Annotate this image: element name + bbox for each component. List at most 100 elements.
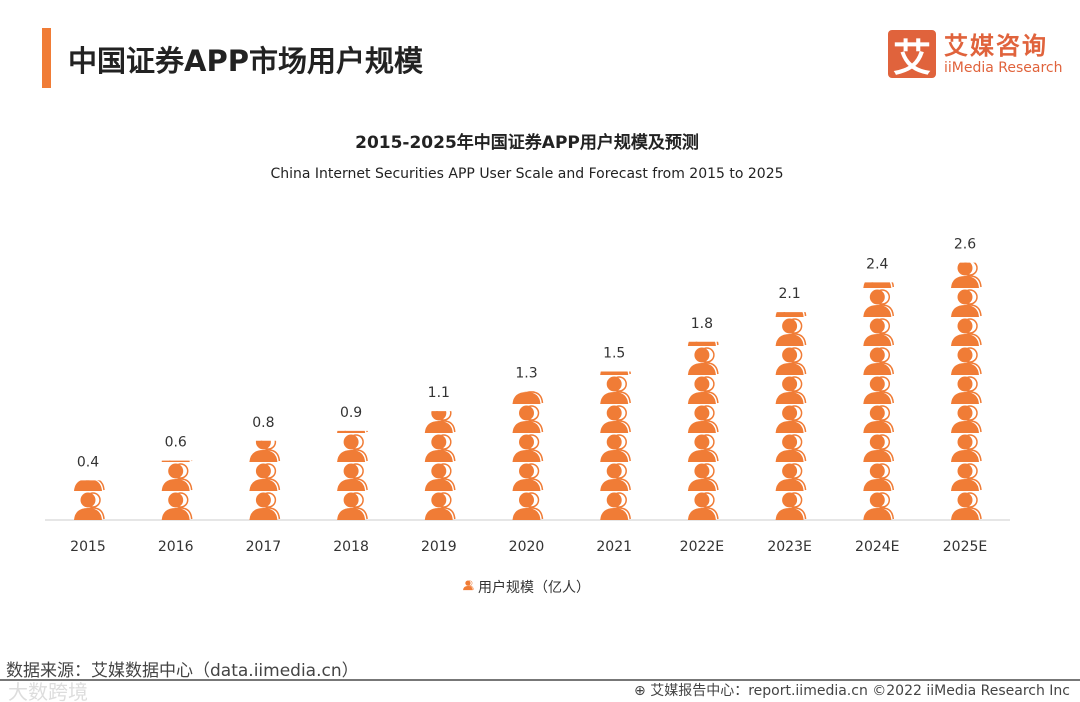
chart-subtitle: China Internet Securities APP User Scale… <box>270 166 783 182</box>
x-tick-label: 2017 <box>246 539 282 555</box>
person-icon <box>950 491 982 520</box>
data-label: 2.4 <box>866 256 888 272</box>
x-tick-label: 2022E <box>680 539 724 555</box>
person-icon <box>599 404 631 434</box>
legend: 用户规模（亿人） <box>462 579 590 596</box>
legend-label: 用户规模（亿人） <box>478 579 590 596</box>
person-icon <box>862 491 895 520</box>
x-tick-label: 2023E <box>767 539 811 555</box>
person-icon <box>687 346 719 376</box>
person-icon <box>862 462 895 492</box>
x-tick-label: 2021 <box>596 539 632 555</box>
person-icon <box>687 462 719 492</box>
title-accent-bar <box>42 28 51 88</box>
logo-en: iiMedia Research <box>944 60 1063 76</box>
person-icon <box>336 462 368 492</box>
person-icon <box>862 375 895 405</box>
person-icon <box>160 462 193 492</box>
person-icon <box>599 375 631 405</box>
person-icon <box>248 491 281 520</box>
x-tick-label: 2019 <box>421 539 457 555</box>
person-icon <box>950 433 982 463</box>
bar-2015 <box>73 480 105 520</box>
x-tick-label: 2024E <box>855 539 899 555</box>
bar-2024E <box>862 282 895 520</box>
person-icon <box>336 433 368 463</box>
person-icon <box>599 491 631 520</box>
footer-report: ⊕ 艾媒报告中心：report.iimedia.cn ©2022 iiMedia… <box>634 680 1070 700</box>
person-icon <box>687 491 719 520</box>
person-icon <box>774 433 807 463</box>
person-icon <box>424 491 456 521</box>
person-icon <box>687 404 719 434</box>
person-icon <box>862 317 895 347</box>
x-tick-label: 2020 <box>509 539 545 555</box>
person-icon <box>950 317 982 347</box>
footer-report-text: 艾媒报告中心：report.iimedia.cn ©2022 iiMedia R… <box>650 683 1070 699</box>
data-label: 1.5 <box>603 346 625 362</box>
logo-mark: 艾 <box>888 30 936 80</box>
data-label: 0.4 <box>77 454 99 470</box>
person-icon <box>950 462 982 492</box>
x-tick-label: 2015 <box>70 539 106 555</box>
globe-icon: ⊕ <box>634 683 651 699</box>
person-icon <box>774 317 807 347</box>
person-icon <box>160 491 193 521</box>
data-label: 2.1 <box>778 286 800 302</box>
person-icon <box>73 491 105 520</box>
person-icon <box>511 491 544 520</box>
person-icon <box>950 375 982 405</box>
person-icon <box>862 288 895 318</box>
data-label: 1.1 <box>428 385 450 401</box>
person-icon <box>950 262 982 289</box>
person-icon <box>511 433 544 463</box>
person-icon <box>424 411 456 434</box>
page-title: 中国证券APP市场用户规模 <box>68 44 423 78</box>
watermark: 大数跨境 <box>8 680 88 702</box>
footer-divider <box>0 679 1080 681</box>
person-icon <box>336 491 368 520</box>
data-label: 1.3 <box>515 365 537 381</box>
legend-person-icon <box>462 580 474 591</box>
data-label: 0.6 <box>165 435 187 451</box>
data-source: 数据来源：艾媒数据中心（data.iimedia.cn） <box>6 661 359 681</box>
data-label: 0.9 <box>340 405 362 421</box>
bar-2023E <box>774 312 807 520</box>
logo-cn: 艾媒咨询 <box>944 32 1048 60</box>
person-icon <box>862 404 895 434</box>
person-icon <box>950 288 982 318</box>
bar-2022E <box>687 341 719 520</box>
person-icon <box>599 462 631 492</box>
person-icon <box>511 404 544 434</box>
person-icon <box>248 440 281 463</box>
x-tick-label: 2016 <box>158 539 194 555</box>
person-icon <box>862 433 895 463</box>
person-icon <box>774 404 807 434</box>
person-icon <box>774 462 807 492</box>
chart-title: 2015-2025年中国证券APP用户规模及预测 <box>355 132 699 153</box>
x-tick-label: 2018 <box>333 539 369 555</box>
person-icon <box>774 375 807 405</box>
data-label: 0.8 <box>252 415 274 431</box>
person-icon <box>862 346 895 376</box>
person-icon <box>687 433 719 463</box>
person-icon <box>950 404 982 434</box>
x-tick-label: 2025E <box>943 539 987 555</box>
bar-2020 <box>511 391 544 520</box>
iimedia-logo: 艾 艾媒咨询 iiMedia Research <box>888 30 1063 80</box>
bar-2019 <box>424 411 456 521</box>
data-label: 2.6 <box>954 237 976 253</box>
person-icon <box>599 433 631 463</box>
person-icon <box>511 462 544 492</box>
person-icon <box>424 433 456 463</box>
bar-2025E <box>950 262 982 520</box>
person-icon <box>950 346 982 376</box>
bar-2021 <box>599 371 631 520</box>
person-icon <box>424 462 456 492</box>
person-icon <box>687 375 719 405</box>
bar-2017 <box>248 440 281 520</box>
bar-2018 <box>336 430 368 520</box>
data-label: 1.8 <box>691 316 713 332</box>
person-icon <box>248 462 281 492</box>
